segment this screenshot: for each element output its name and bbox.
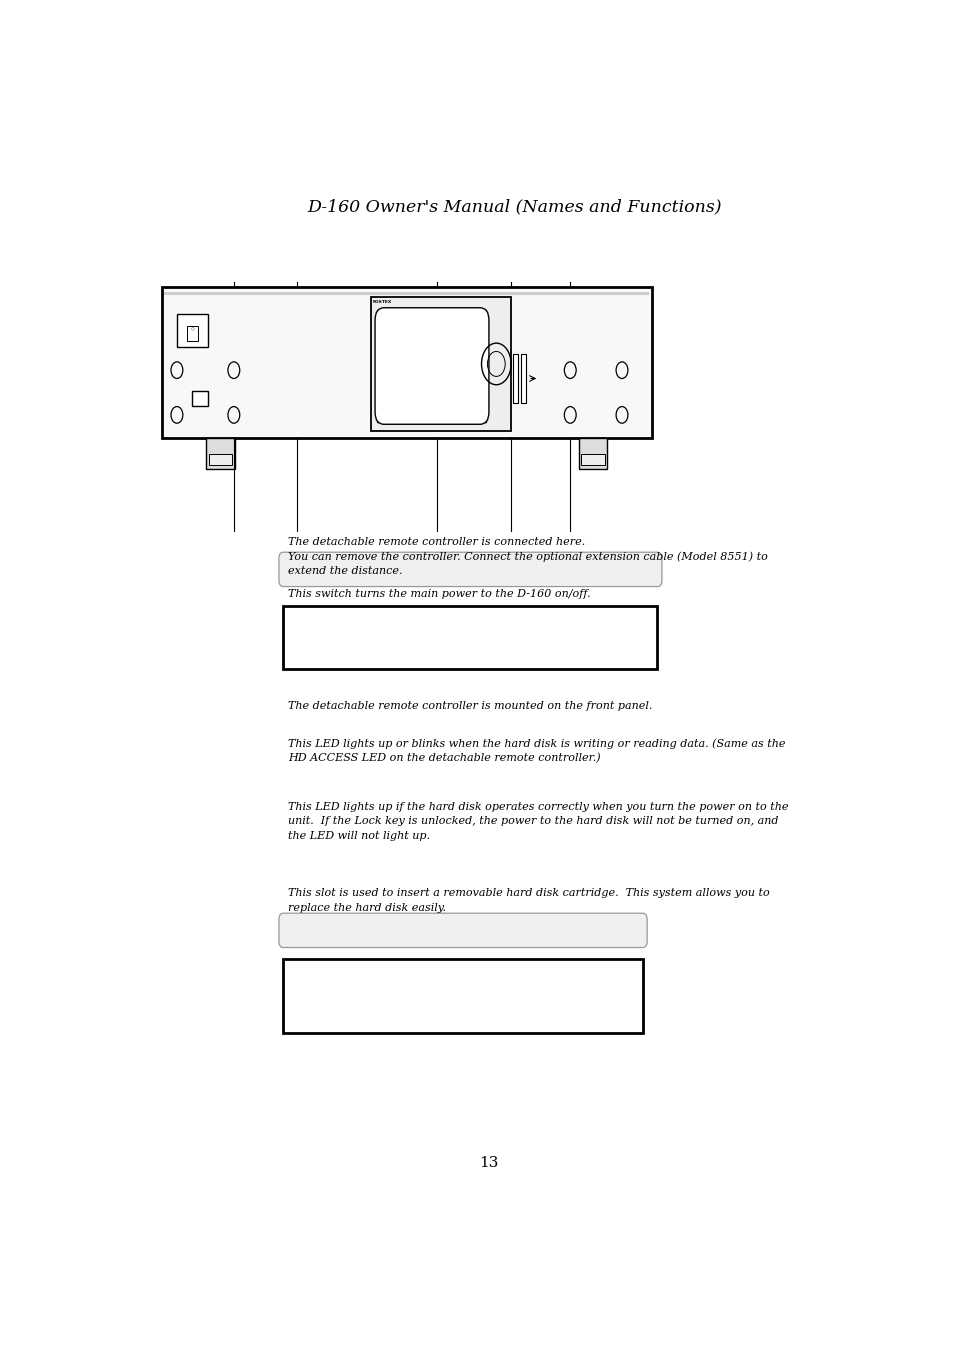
Text: replace the hard disk easily.: replace the hard disk easily. — [288, 902, 445, 913]
Text: The detachable remote controller is mounted on the front panel.: The detachable remote controller is moun… — [288, 701, 652, 711]
Text: unit.  If the Lock key is unlocked, the power to the hard disk will not be turne: unit. If the Lock key is unlocked, the p… — [288, 816, 778, 827]
Bar — [162, 286, 651, 438]
Bar — [520, 354, 525, 404]
Text: HD ACCESS LED on the detachable remote controller.): HD ACCESS LED on the detachable remote c… — [288, 753, 599, 763]
Text: This slot is used to insert a removable hard disk cartridge.  This system allows: This slot is used to insert a removable … — [288, 888, 769, 898]
Text: FOSTEX: FOSTEX — [373, 300, 392, 304]
Text: extend the distance.: extend the distance. — [288, 566, 402, 576]
Text: You can remove the controller. Connect the optional extension cable (Model 8551): You can remove the controller. Connect t… — [288, 551, 767, 562]
Bar — [176, 313, 208, 347]
Bar — [580, 454, 604, 465]
FancyBboxPatch shape — [278, 553, 661, 586]
Text: This LED lights up or blinks when the hard disk is writing or reading data. (Sam: This LED lights up or blinks when the ha… — [288, 739, 784, 748]
Bar — [164, 292, 649, 296]
Bar — [192, 390, 208, 405]
Text: ◇: ◇ — [191, 326, 194, 330]
Bar — [376, 309, 485, 422]
FancyBboxPatch shape — [375, 308, 488, 424]
Text: The detachable remote controller is connected here.: The detachable remote controller is conn… — [288, 536, 584, 547]
Bar — [283, 607, 657, 669]
Bar — [187, 327, 197, 340]
Text: This LED lights up if the hard disk operates correctly when you turn the power o: This LED lights up if the hard disk oper… — [288, 802, 787, 812]
Bar — [209, 454, 233, 465]
Bar — [370, 297, 511, 431]
FancyBboxPatch shape — [278, 913, 646, 947]
Bar — [206, 438, 234, 469]
Bar — [578, 438, 607, 469]
Text: the LED will not light up.: the LED will not light up. — [288, 831, 430, 842]
Bar — [512, 354, 517, 404]
Text: This switch turns the main power to the D-160 on/off.: This switch turns the main power to the … — [288, 589, 590, 598]
Bar — [283, 959, 642, 1032]
Text: D-160 Owner's Manual (Names and Functions): D-160 Owner's Manual (Names and Function… — [307, 199, 721, 216]
Text: 13: 13 — [478, 1156, 498, 1170]
